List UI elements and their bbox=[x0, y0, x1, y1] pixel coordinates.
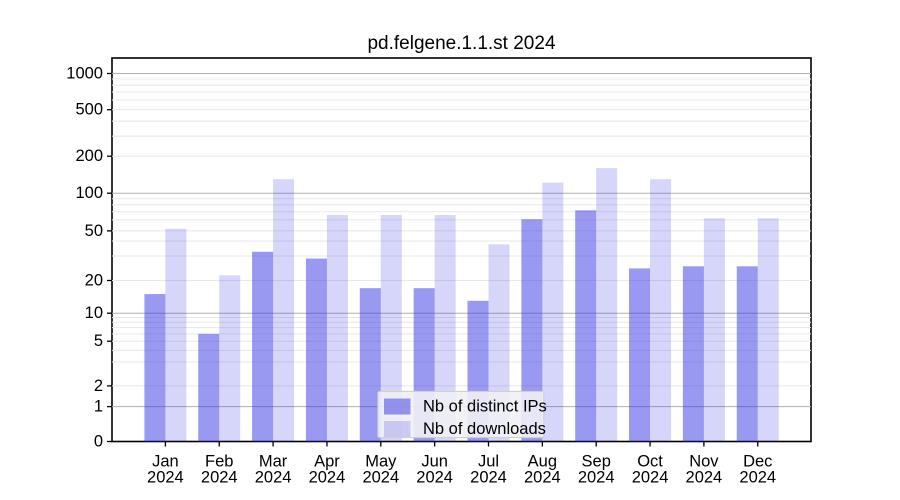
svg-text:0: 0 bbox=[94, 433, 103, 451]
svg-text:2024: 2024 bbox=[255, 469, 292, 487]
svg-text:5: 5 bbox=[94, 332, 103, 350]
svg-text:2024: 2024 bbox=[524, 469, 561, 487]
svg-text:50: 50 bbox=[85, 222, 103, 240]
svg-text:pd.felgene.1.1.st 2024: pd.felgene.1.1.st 2024 bbox=[367, 33, 555, 54]
svg-text:200: 200 bbox=[75, 147, 103, 165]
svg-text:2024: 2024 bbox=[147, 469, 184, 487]
svg-text:2024: 2024 bbox=[739, 469, 776, 487]
svg-text:2024: 2024 bbox=[686, 469, 723, 487]
svg-text:2024: 2024 bbox=[416, 469, 453, 487]
svg-text:2024: 2024 bbox=[362, 469, 399, 487]
svg-text:Nb of downloads: Nb of downloads bbox=[423, 420, 546, 438]
svg-text:100: 100 bbox=[75, 184, 103, 202]
svg-text:1000: 1000 bbox=[66, 65, 103, 83]
svg-text:20: 20 bbox=[85, 272, 103, 290]
svg-text:2024: 2024 bbox=[309, 469, 346, 487]
svg-text:2024: 2024 bbox=[578, 469, 615, 487]
svg-text:2024: 2024 bbox=[632, 469, 669, 487]
svg-text:1: 1 bbox=[94, 398, 103, 416]
svg-text:Nb of distinct IPs: Nb of distinct IPs bbox=[423, 398, 547, 416]
svg-text:10: 10 bbox=[85, 304, 103, 322]
svg-text:500: 500 bbox=[75, 101, 103, 119]
svg-text:2: 2 bbox=[94, 377, 103, 395]
svg-text:2024: 2024 bbox=[201, 469, 238, 487]
svg-text:2024: 2024 bbox=[470, 469, 507, 487]
